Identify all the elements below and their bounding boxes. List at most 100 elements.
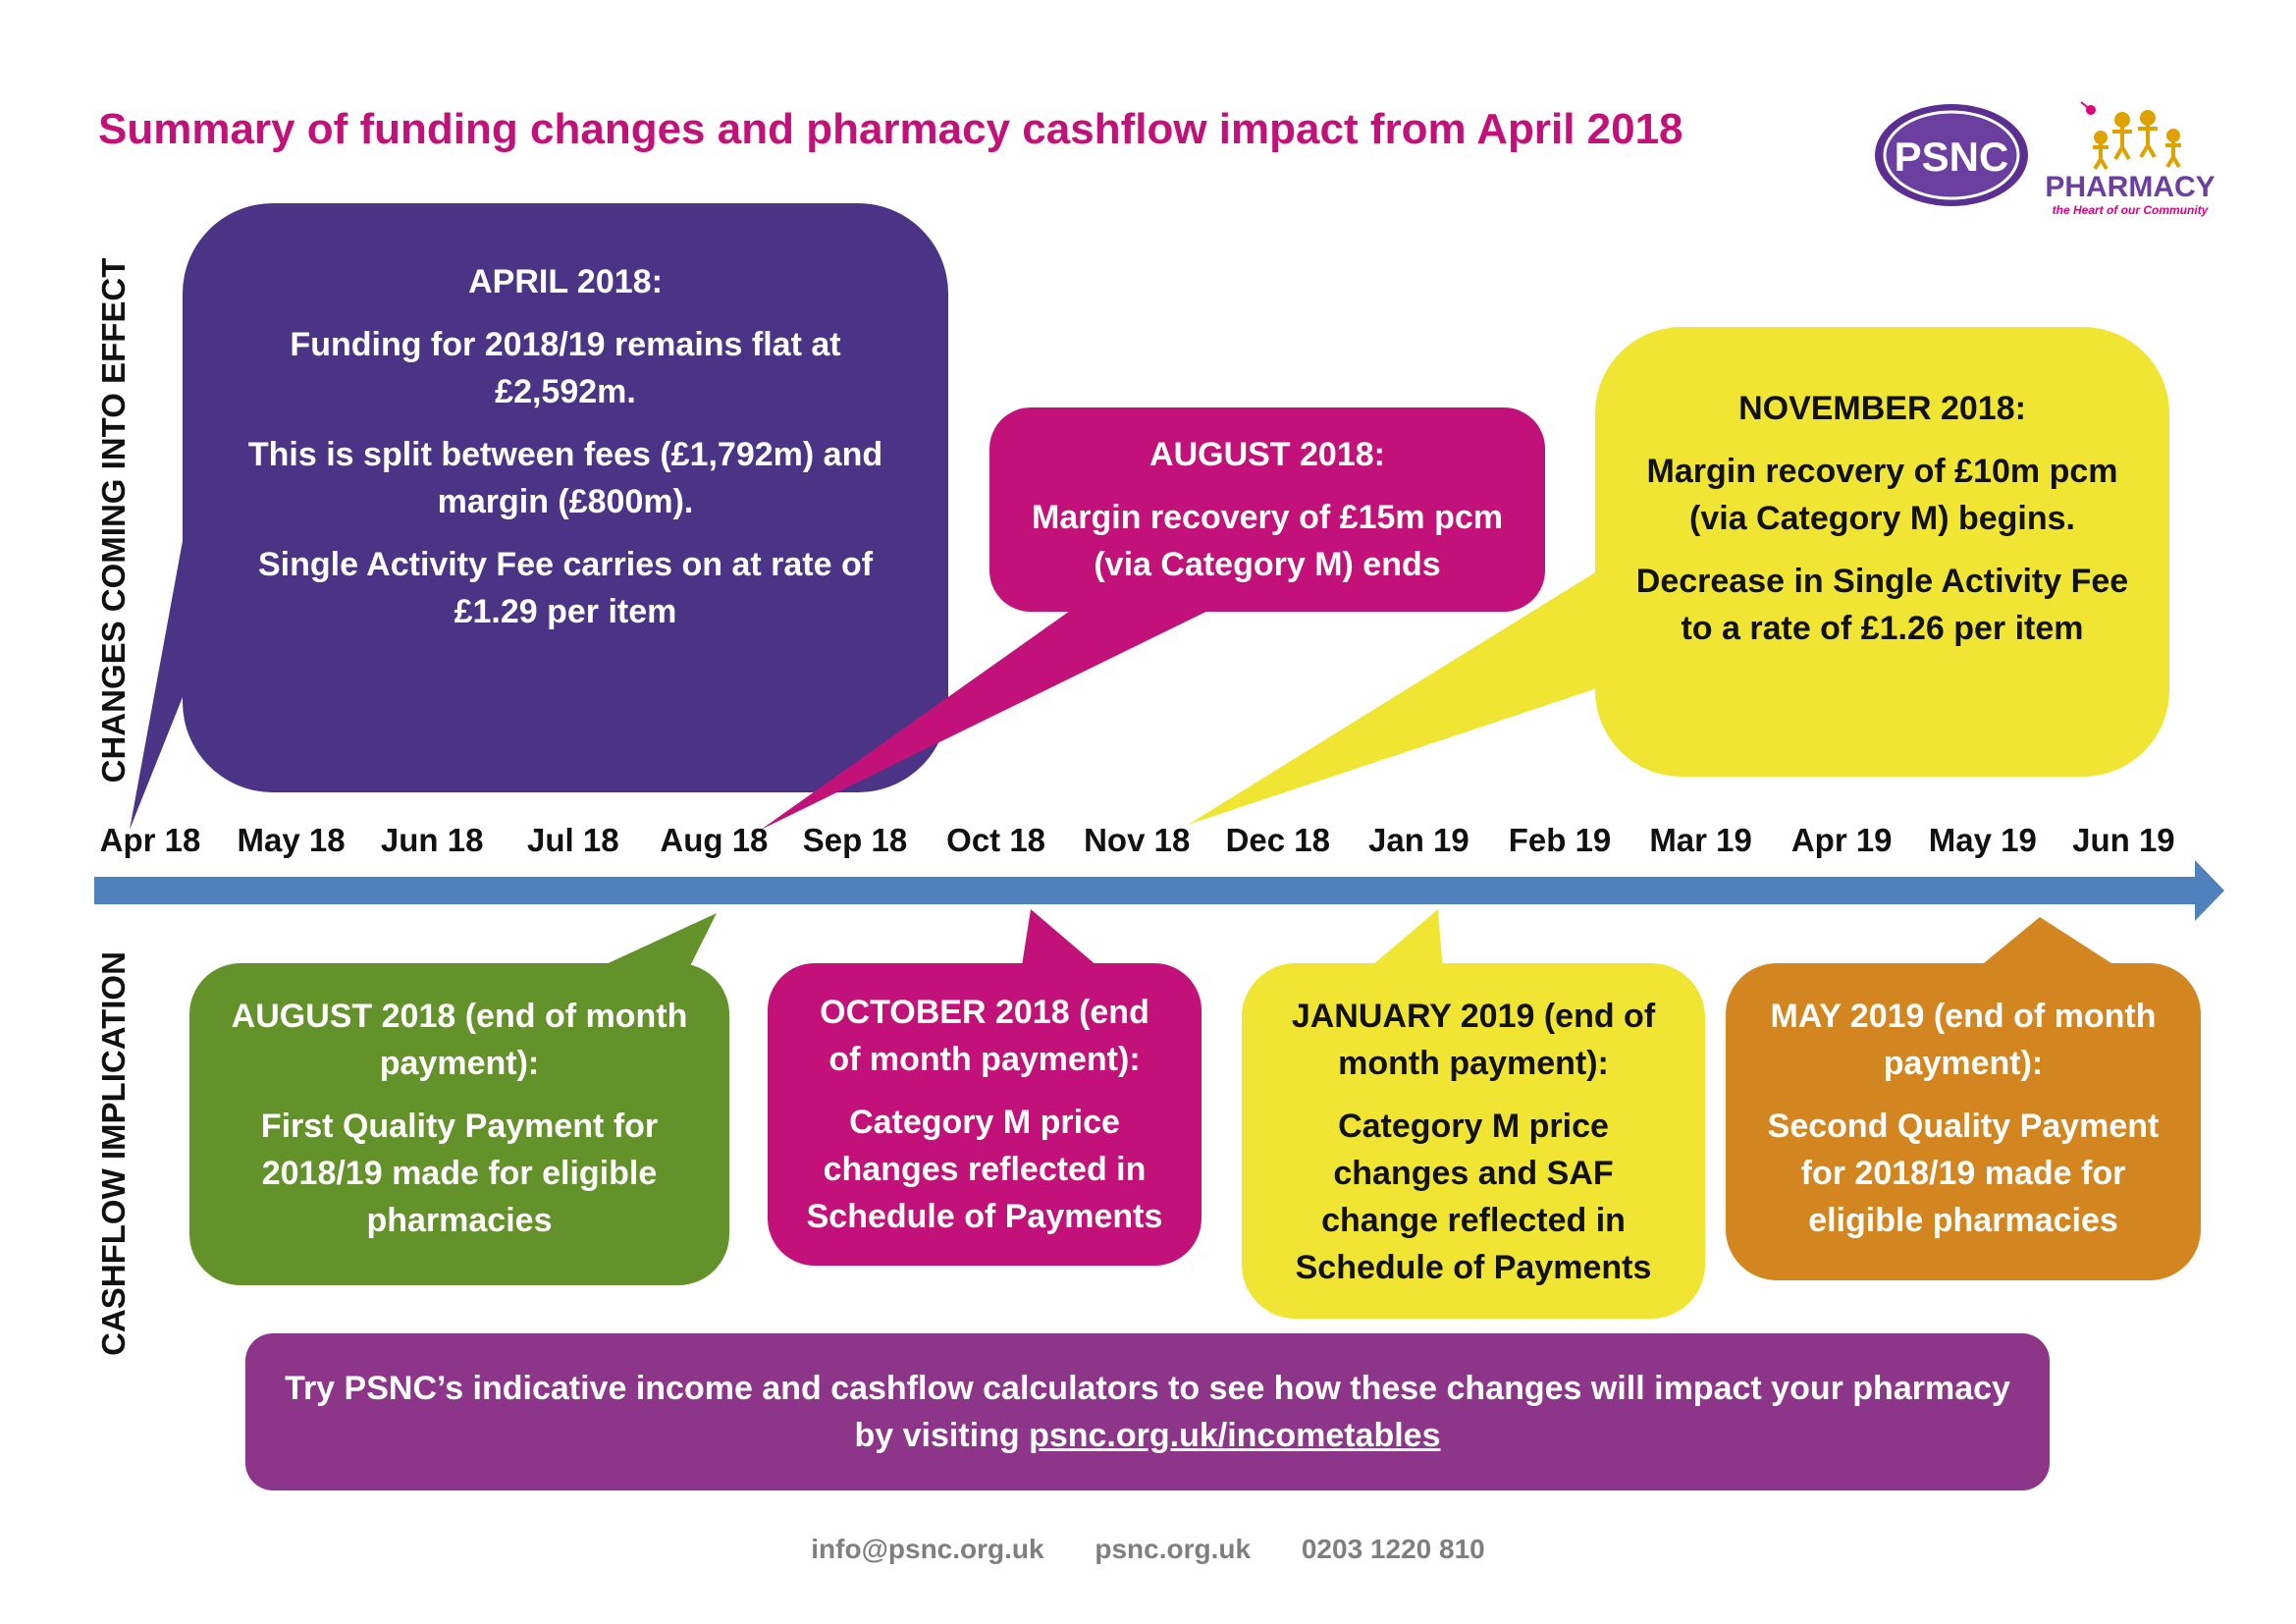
month-label: May 19 bbox=[1928, 822, 2037, 858]
cta-banner: Try PSNC’s indicative income and cashflo… bbox=[245, 1333, 2050, 1490]
august-2018-cashflow-callout bbox=[189, 913, 729, 1285]
april-2018-text: APRIL 2018: Funding for 2018/19 remains f… bbox=[187, 211, 944, 682]
box-text-line: AUGUST 2018: bbox=[1149, 436, 1385, 473]
april-2018-callout bbox=[130, 203, 948, 830]
contact-phone: 0203 1220 810 bbox=[1301, 1534, 1485, 1564]
november-2018-text: NOVEMBER 2018: Margin recovery of £10m pc… bbox=[1595, 327, 2169, 710]
box-paragraph: Margin recovery of £15m pcm (via Category… bbox=[1032, 494, 1503, 588]
box-paragraph: First Quality Payment for 2018/19 made fo… bbox=[261, 1103, 658, 1244]
january-2019-cashflow-callout bbox=[1242, 909, 1705, 1319]
box-text-line: change reflected in bbox=[1321, 1201, 1626, 1239]
box-paragraph: Decrease in Single Activity Fee to a rate… bbox=[1636, 558, 2128, 652]
cta-line-1: Try PSNC’s indicative income and cashflo… bbox=[285, 1370, 2010, 1407]
month-label: May 18 bbox=[237, 822, 346, 858]
cta-line-2: by visiting psnc.org.uk/incometables bbox=[854, 1412, 1440, 1459]
month-label: Oct 18 bbox=[946, 822, 1046, 858]
month-label: Aug 18 bbox=[660, 822, 769, 858]
box-text-line: (via Category M) ends bbox=[1094, 546, 1441, 583]
box-text-line: Margin recovery of £10m pcm bbox=[1646, 453, 2118, 490]
box-text-line: £2,592m. bbox=[495, 373, 636, 410]
box-text-line: Category M price bbox=[849, 1104, 1120, 1141]
box-paragraph: Funding for 2018/19 remains flat at £2,59… bbox=[290, 321, 840, 415]
month-label: Nov 18 bbox=[1084, 822, 1191, 858]
january-2019-cashflow-text: JANUARY 2019 (end of month payment): Categ… bbox=[1242, 972, 1705, 1311]
box-text-line: First Quality Payment for bbox=[260, 1108, 659, 1145]
box-text-line: payment): bbox=[1883, 1045, 2044, 1082]
may-2019-cashflow-text: MAY 2019 (end of month payment): Second Qu… bbox=[1726, 972, 2201, 1265]
incometables-link[interactable]: psnc.org.uk/incometables bbox=[1029, 1417, 1441, 1454]
psnc-logo-text: PSNC bbox=[1895, 134, 2009, 180]
month-label: Dec 18 bbox=[1225, 822, 1331, 858]
month-label: Sep 18 bbox=[802, 822, 908, 858]
october-2018-cashflow-text: OCTOBER 2018 (end of month payment): Categ… bbox=[768, 972, 1201, 1257]
contact-footer: info@psnc.org.uk psnc.org.uk 0203 1220 8… bbox=[0, 1532, 2296, 1567]
august-2018-cashflow-text: AUGUST 2018 (end of month payment): First … bbox=[189, 972, 729, 1265]
box-text-line: pharmacies bbox=[366, 1202, 553, 1239]
box-text-line: Second Quality Payment bbox=[1767, 1108, 2160, 1145]
box-text-line: MAY 2019 (end of month bbox=[1770, 998, 2157, 1035]
box-heading: OCTOBER 2018 (end of month payment): bbox=[820, 989, 1149, 1083]
label-changes-coming-into-effect: CHANGES COMING INTO EFFECT bbox=[95, 257, 132, 784]
box-text-line: to a rate of £1.26 per item bbox=[1681, 610, 2084, 647]
box-text-line: of month payment): bbox=[828, 1041, 1141, 1078]
month-label: Apr 19 bbox=[1790, 822, 1893, 858]
cta-banner-bg bbox=[245, 1333, 2050, 1490]
box-paragraph: Second Quality Payment for 2018/19 made f… bbox=[1768, 1103, 2160, 1244]
box-text-line: APRIL 2018: bbox=[468, 263, 663, 300]
november-2018-callout bbox=[1188, 327, 2169, 825]
month-label: Jun 19 bbox=[2072, 822, 2175, 858]
label-cashflow-implication: CASHFLOW IMPLICATION bbox=[95, 951, 132, 1356]
box-heading: JANUARY 2019 (end of month payment): bbox=[1292, 993, 1655, 1087]
box-text-line: Decrease in Single Activity Fee bbox=[1635, 563, 2129, 600]
box-paragraph: Category M price changes and SAF change re… bbox=[1296, 1103, 1652, 1291]
box-text-line: NOVEMBER 2018: bbox=[1738, 390, 2026, 427]
box-text-line: 2018/19 made for eligible bbox=[261, 1155, 658, 1192]
box-text-line: JANUARY 2019 (end of bbox=[1291, 997, 1656, 1035]
box-paragraph: This is split between fees (£1,792m) and… bbox=[248, 431, 882, 525]
contact-email[interactable]: info@psnc.org.uk bbox=[811, 1534, 1044, 1564]
box-heading: APRIL 2018: bbox=[468, 258, 663, 305]
month-label: Feb 19 bbox=[1508, 822, 1612, 858]
box-text-line: Schedule of Payments bbox=[1295, 1248, 1652, 1286]
box-paragraph: Category M price changes reflected in Sche… bbox=[807, 1099, 1163, 1240]
month-label: Jan 19 bbox=[1368, 822, 1469, 858]
psnc-pharmacy-logo: PSNC PHARMACY the Heart of our Community bbox=[1875, 101, 2216, 217]
august-2018-callout bbox=[761, 407, 1545, 830]
box-text-line: (via Category M) begins. bbox=[1689, 500, 2075, 537]
box-heading: NOVEMBER 2018: bbox=[1738, 385, 2026, 432]
month-label: Jul 18 bbox=[527, 822, 619, 858]
month-label: Jun 18 bbox=[380, 822, 484, 858]
box-text-line: £1.29 per item bbox=[454, 593, 677, 630]
box-text-line: Single Activity Fee carries on at rate o… bbox=[257, 546, 874, 583]
box-text-line: Funding for 2018/19 remains flat at bbox=[290, 326, 841, 363]
box-text-line: eligible pharmacies bbox=[1808, 1202, 2118, 1239]
box-text-line: changes and SAF bbox=[1333, 1154, 1614, 1192]
box-text-line: for 2018/19 made for bbox=[1800, 1155, 2126, 1192]
pharmacy-logo-tagline: the Heart of our Community bbox=[2053, 203, 2210, 217]
box-text-line: Schedule of Payments bbox=[806, 1198, 1163, 1235]
contact-website[interactable]: psnc.org.uk bbox=[1095, 1534, 1252, 1564]
box-text-line: OCTOBER 2018 (end bbox=[820, 994, 1149, 1031]
month-label: Mar 19 bbox=[1649, 822, 1752, 858]
month-label: Apr 18 bbox=[99, 822, 201, 858]
august-2018-text: AUGUST 2018: Margin recovery of £15m pcm (… bbox=[989, 407, 1545, 612]
box-text-line: month payment): bbox=[1338, 1044, 1609, 1082]
box-text-line: AUGUST 2018 (end of month bbox=[231, 998, 688, 1035]
box-paragraph: Single Activity Fee carries on at rate o… bbox=[258, 541, 873, 635]
community-figures-icon bbox=[2080, 101, 2181, 171]
cta-line-2-prefix: by visiting bbox=[854, 1417, 1030, 1454]
may-2019-cashflow-callout bbox=[1726, 917, 2201, 1280]
box-heading: AUGUST 2018: bbox=[1149, 431, 1385, 478]
timeline-arrow bbox=[94, 860, 2224, 921]
box-text-line: payment): bbox=[379, 1045, 540, 1082]
box-text-line: Margin recovery of £15m pcm bbox=[1032, 499, 1503, 536]
pharmacy-logo-text: PHARMACY bbox=[2045, 171, 2215, 203]
october-2018-cashflow-callout bbox=[768, 909, 1201, 1266]
box-text-line: margin (£800m). bbox=[437, 483, 694, 520]
page-title: Summary of funding changes and pharmacy … bbox=[98, 105, 1683, 153]
box-text-line: changes reflected in bbox=[823, 1151, 1147, 1188]
box-paragraph: Margin recovery of £10m pcm (via Category… bbox=[1647, 448, 2118, 542]
box-heading: AUGUST 2018 (end of month payment): bbox=[232, 993, 688, 1087]
box-text-line: Category M price bbox=[1338, 1107, 1609, 1145]
